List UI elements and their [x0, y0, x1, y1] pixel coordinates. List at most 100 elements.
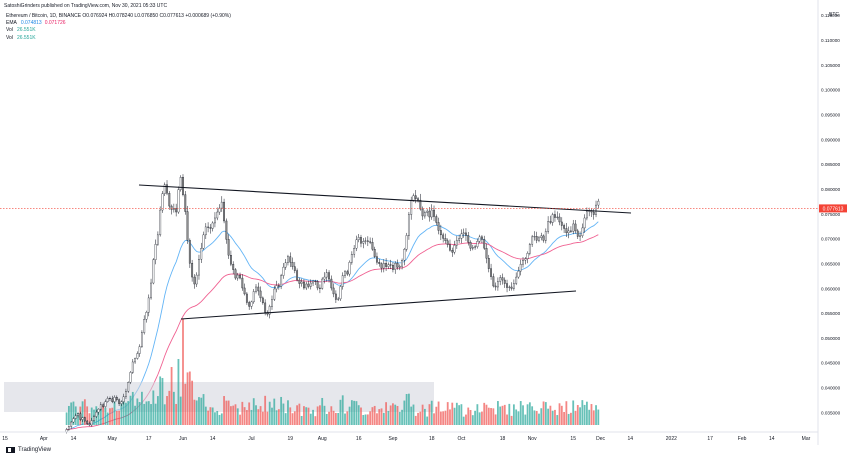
- candle[interactable]: [380, 263, 383, 269]
- candle[interactable]: [465, 232, 467, 236]
- candle[interactable]: [510, 286, 513, 289]
- candle[interactable]: [204, 226, 207, 236]
- candle[interactable]: [526, 253, 529, 259]
- candle[interactable]: [140, 332, 143, 347]
- candle[interactable]: [592, 211, 595, 215]
- candle[interactable]: [517, 270, 520, 278]
- candle[interactable]: [291, 261, 294, 267]
- candle[interactable]: [293, 266, 296, 271]
- candle[interactable]: [134, 358, 136, 363]
- candle[interactable]: [209, 227, 212, 229]
- candle[interactable]: [535, 236, 538, 241]
- candle[interactable]: [191, 262, 194, 278]
- tradingview-footer[interactable]: TradingView: [6, 447, 51, 453]
- candle[interactable]: [195, 274, 198, 285]
- candle[interactable]: [229, 255, 232, 265]
- candle[interactable]: [234, 269, 237, 279]
- candle[interactable]: [547, 221, 550, 232]
- vol-row-2[interactable]: Vol 26.551K: [6, 35, 231, 42]
- candle[interactable]: [442, 234, 445, 239]
- candle[interactable]: [332, 287, 335, 295]
- candle[interactable]: [168, 192, 171, 207]
- candle[interactable]: [426, 210, 429, 213]
- candle[interactable]: [410, 199, 413, 215]
- candle[interactable]: [357, 237, 360, 241]
- candle[interactable]: [481, 236, 483, 240]
- candle[interactable]: [218, 207, 221, 213]
- candle[interactable]: [369, 241, 372, 243]
- triangle-lower-trendline[interactable]: [180, 290, 577, 320]
- candle[interactable]: [70, 421, 73, 427]
- candle[interactable]: [207, 226, 210, 228]
- candle[interactable]: [118, 399, 121, 404]
- candle[interactable]: [90, 420, 93, 426]
- candle[interactable]: [503, 279, 506, 284]
- candle[interactable]: [175, 208, 178, 213]
- candle[interactable]: [449, 244, 451, 251]
- candle[interactable]: [554, 214, 556, 218]
- candle[interactable]: [147, 297, 150, 313]
- candle[interactable]: [161, 193, 164, 211]
- candle[interactable]: [538, 237, 540, 241]
- candle[interactable]: [220, 201, 223, 209]
- candle[interactable]: [184, 194, 187, 212]
- candle[interactable]: [202, 234, 205, 249]
- candle[interactable]: [522, 260, 524, 265]
- candle[interactable]: [113, 397, 116, 402]
- candle[interactable]: [186, 211, 189, 241]
- candle[interactable]: [419, 199, 422, 210]
- candle[interactable]: [471, 247, 474, 249]
- candle[interactable]: [583, 217, 586, 229]
- candle[interactable]: [106, 398, 109, 402]
- candle[interactable]: [111, 398, 114, 402]
- candle[interactable]: [524, 258, 527, 261]
- candle[interactable]: [298, 279, 301, 284]
- candle[interactable]: [255, 286, 257, 292]
- candle[interactable]: [136, 353, 139, 359]
- candle[interactable]: [127, 382, 130, 392]
- candle[interactable]: [389, 264, 392, 266]
- candle[interactable]: [414, 195, 417, 199]
- candle[interactable]: [551, 214, 554, 223]
- candle[interactable]: [362, 241, 365, 244]
- candle[interactable]: [346, 271, 349, 275]
- candle[interactable]: [129, 372, 132, 383]
- candle[interactable]: [170, 205, 173, 210]
- symbol-row[interactable]: Ethereum / Bitcoin, 1D, BINANCE O0.07692…: [6, 13, 231, 20]
- candle[interactable]: [152, 259, 155, 284]
- candle[interactable]: [330, 278, 333, 289]
- candle[interactable]: [177, 189, 180, 213]
- candle[interactable]: [597, 200, 600, 206]
- candle[interactable]: [490, 268, 492, 277]
- candle[interactable]: [275, 285, 278, 290]
- candle[interactable]: [508, 286, 511, 288]
- candle[interactable]: [312, 280, 314, 284]
- candle[interactable]: [444, 238, 447, 241]
- candle[interactable]: [474, 246, 477, 248]
- candle[interactable]: [542, 235, 545, 241]
- candle[interactable]: [355, 239, 358, 249]
- candle[interactable]: [549, 221, 552, 223]
- candle[interactable]: [421, 208, 424, 217]
- candle[interactable]: [373, 249, 376, 257]
- candle[interactable]: [494, 285, 497, 288]
- candle[interactable]: [417, 198, 419, 201]
- candle[interactable]: [211, 222, 214, 229]
- candle[interactable]: [376, 256, 378, 263]
- candle[interactable]: [104, 401, 107, 407]
- candle[interactable]: [565, 228, 568, 234]
- candle[interactable]: [257, 286, 260, 292]
- candle[interactable]: [88, 423, 91, 426]
- vol-row-1[interactable]: Vol 26.551K: [6, 27, 231, 34]
- candle[interactable]: [159, 209, 162, 236]
- candle[interactable]: [360, 237, 362, 244]
- candle[interactable]: [398, 265, 401, 268]
- candle[interactable]: [131, 361, 134, 373]
- candle[interactable]: [223, 201, 225, 222]
- candle[interactable]: [156, 234, 159, 245]
- candle[interactable]: [325, 272, 328, 278]
- candle[interactable]: [341, 275, 344, 287]
- candle[interactable]: [305, 283, 308, 289]
- candle[interactable]: [533, 236, 536, 238]
